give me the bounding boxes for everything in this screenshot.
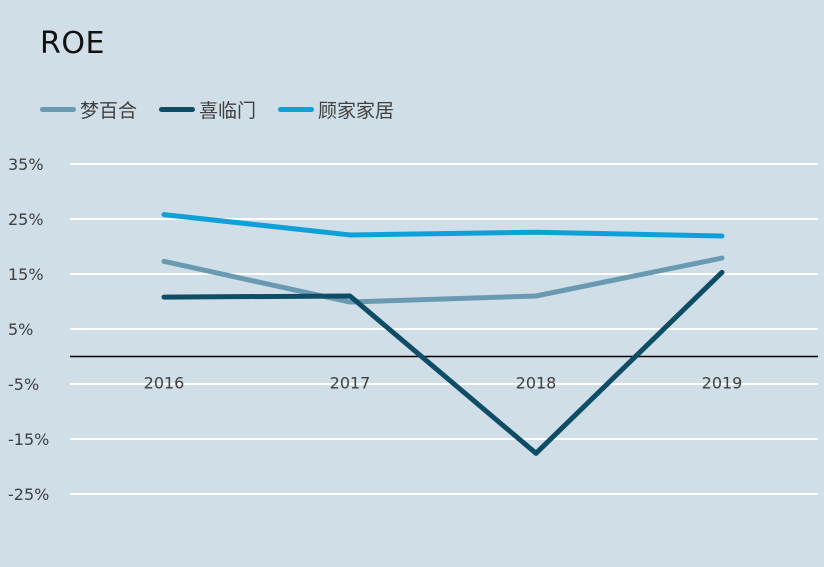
x-tick-label: 2018: [516, 374, 557, 393]
y-tick-label: -15%: [8, 430, 49, 449]
series-line-1: [161, 255, 725, 305]
y-tick-label: 35%: [8, 155, 44, 174]
series-line-2: [161, 269, 725, 456]
y-tick-label: -25%: [8, 485, 49, 504]
legend-label-3: 顾家家居: [318, 99, 395, 122]
legend-item-1: 梦百合: [40, 96, 137, 123]
x-tick-label: 2017: [330, 374, 371, 393]
y-tick-label: -5%: [8, 375, 39, 394]
chart-title: ROE: [40, 26, 105, 61]
x-tick-label: 2016: [144, 374, 185, 393]
legend-label-1: 梦百合: [80, 99, 138, 122]
y-tick-label: 15%: [8, 265, 44, 284]
legend-item-3: 顾家家居: [278, 96, 394, 123]
legend-item-2: 喜临门: [159, 96, 256, 123]
legend: 梦百合 喜临门 顾家家居: [40, 96, 394, 122]
y-tick-label: 5%: [8, 320, 33, 339]
x-tick-label: 2019: [702, 374, 743, 393]
legend-label-2: 喜临门: [199, 99, 257, 122]
series-line-3: [161, 212, 725, 239]
legend-swatch-3: [278, 106, 315, 112]
legend-swatch-2: [159, 106, 196, 112]
y-tick-label: 25%: [8, 210, 44, 229]
legend-swatch-1: [40, 106, 76, 112]
